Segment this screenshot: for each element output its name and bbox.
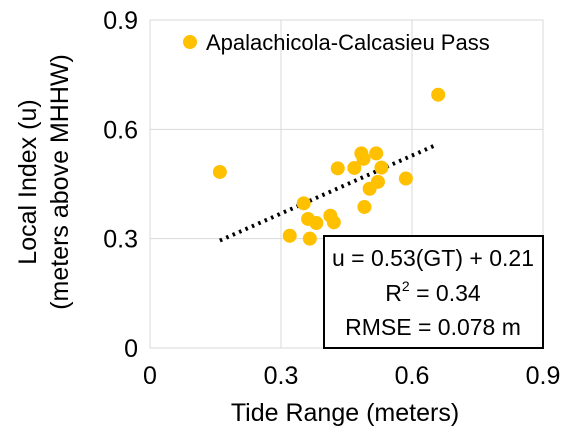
y-axis-title-line2: (meters above MHHW): [46, 54, 74, 310]
x-tick-label: 0.6: [395, 362, 430, 390]
y-tick-label: 0.6: [103, 116, 138, 144]
data-point: [369, 146, 384, 161]
y-axis-title-line1: Local Index (u): [14, 99, 42, 264]
data-point: [330, 161, 345, 176]
y-tick-labels: 0 0.3 0.6 0.9: [103, 7, 138, 363]
data-point: [326, 215, 341, 230]
x-tick-label: 0.3: [264, 362, 299, 390]
data-point: [356, 151, 371, 166]
equation-box: u = 0.53(GT) + 0.21 R2 = 0.34 RMSE = 0.0…: [323, 235, 544, 349]
data-point: [374, 160, 389, 175]
rmse-value: RMSE = 0.078 m: [345, 314, 521, 340]
y-tick-label: 0.9: [103, 7, 138, 35]
legend-marker: [183, 35, 197, 49]
x-tick-label: 0.9: [526, 362, 561, 390]
data-point: [398, 171, 413, 186]
trendline: [219, 144, 435, 243]
data-point: [282, 228, 297, 243]
r-squared-symbol: R: [385, 280, 402, 306]
r-squared-superscript: 2: [402, 278, 410, 294]
data-point: [347, 160, 362, 175]
equation-box-frame: [323, 235, 544, 349]
legend-label: Apalachicola-Calcasieu Pass: [206, 30, 490, 55]
data-point: [357, 199, 372, 214]
regression-equation: u = 0.53(GT) + 0.21: [332, 245, 534, 271]
y-tick-label: 0: [124, 335, 138, 363]
legend: Apalachicola-Calcasieu Pass: [183, 30, 490, 55]
data-point: [302, 231, 317, 246]
x-tick-label: 0: [143, 362, 157, 390]
data-point: [370, 174, 385, 189]
x-tick-labels: 0 0.3 0.6 0.9: [143, 362, 560, 390]
data-point: [296, 196, 311, 211]
data-point: [309, 215, 324, 230]
r-squared: R2 = 0.34: [385, 278, 481, 306]
data-point: [212, 164, 227, 179]
y-tick-label: 0.3: [103, 226, 138, 254]
data-point: [431, 87, 446, 102]
r-squared-value: = 0.34: [410, 280, 481, 306]
data-points: [212, 87, 446, 246]
x-axis-title: Tide Range (meters): [231, 399, 459, 427]
